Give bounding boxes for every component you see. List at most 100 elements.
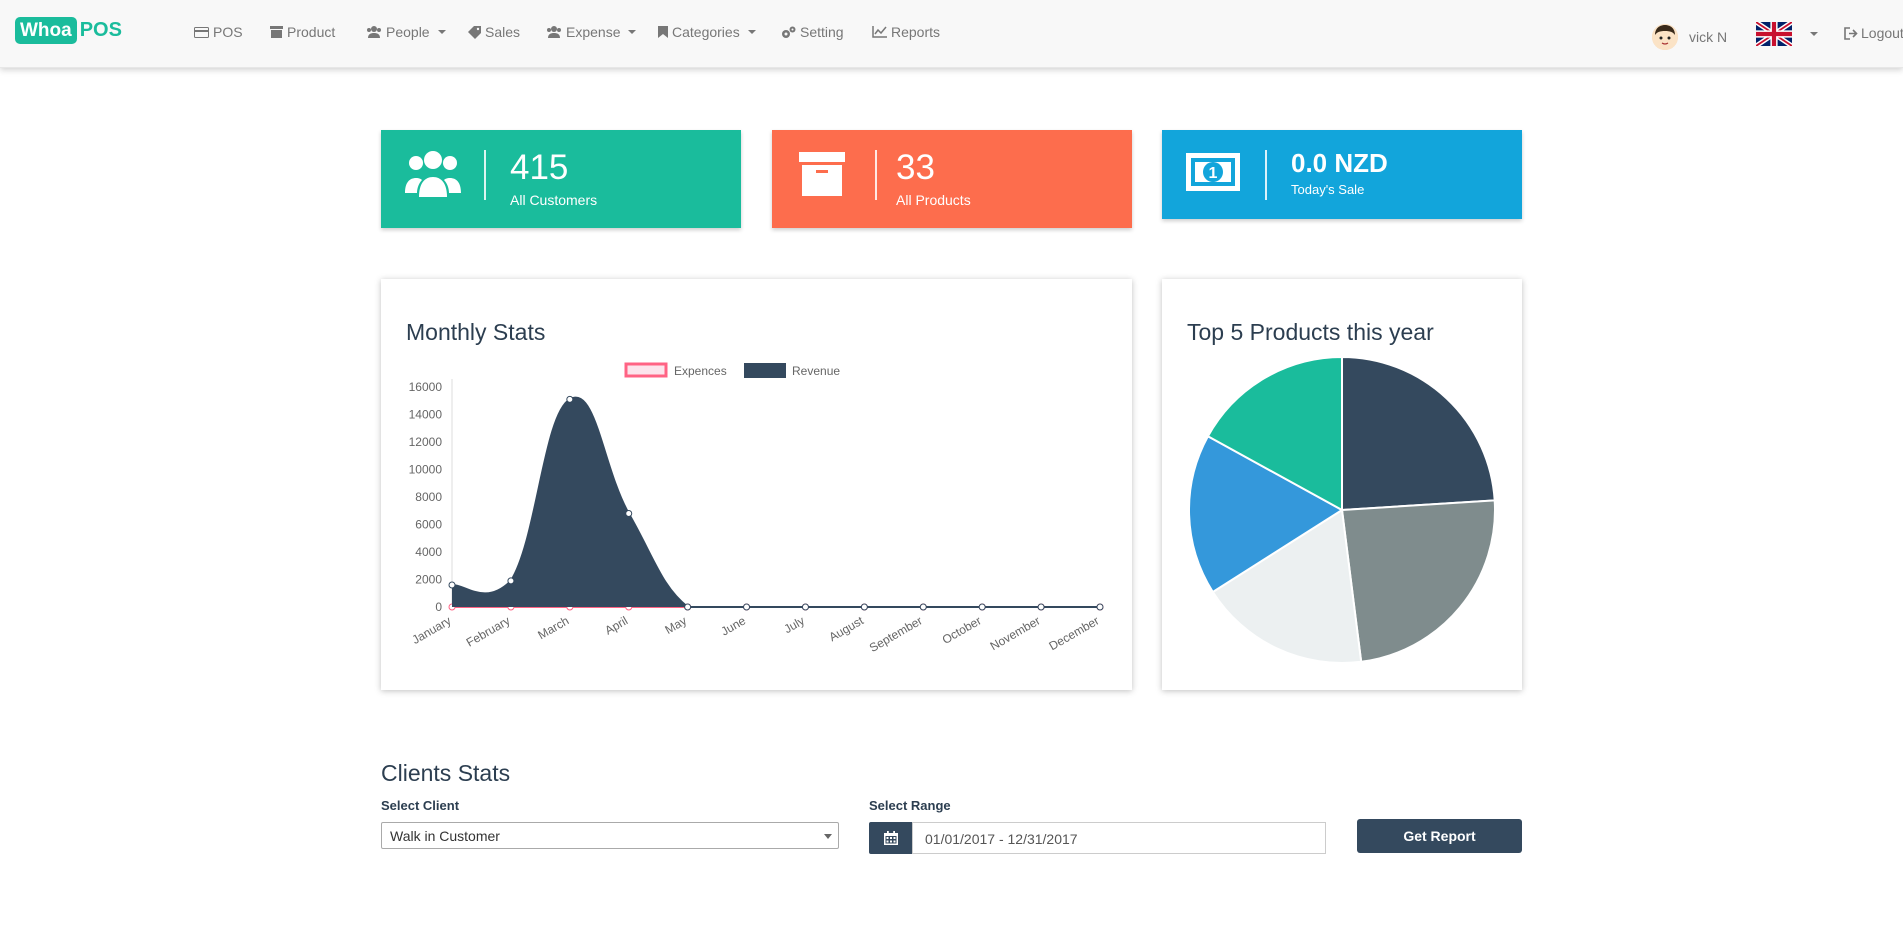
x-tick-label: February [464,613,513,649]
stat-label: All Customers [510,192,598,208]
x-tick-label: November [988,613,1043,653]
nav-reports-label: Reports [891,24,941,40]
logo-box: Whoa [15,17,77,44]
money-icon: 1 [1186,153,1240,191]
nav-setting-label: Setting [800,24,844,40]
user-name[interactable]: vick N [1689,29,1728,45]
y-tick-label: 6000 [415,518,442,532]
legend-item[interactable]: Expences [624,362,727,378]
panel-title: Monthly Stats [406,319,546,345]
stat-card-products[interactable]: 33 All Products [772,130,1132,228]
calendar-button[interactable] [869,822,912,854]
series-area [452,397,1100,607]
y-tick-label: 4000 [415,545,442,559]
nav-pos-label: POS [213,24,243,40]
date-range-input[interactable]: 01/01/2017 - 12/31/2017 [912,822,1326,854]
data-point[interactable] [860,603,868,611]
x-tick-label: January [410,613,454,646]
pie-slice[interactable] [1341,355,1496,512]
credit-card-icon [194,26,209,38]
client-select-value: Walk in Customer [390,828,500,844]
get-report-button[interactable]: Get Report [1357,819,1522,853]
stat-card-customers[interactable]: 415 All Customers [381,130,741,228]
chevron-down-icon [628,30,637,34]
nav-expense[interactable]: Expense [546,24,637,40]
stat-value: 415 [510,148,569,187]
nav-setting[interactable]: Setting [781,24,844,40]
nav-people[interactable]: People [366,24,446,40]
x-tick-label: July [781,613,806,636]
pie-slice[interactable] [1188,434,1344,594]
stat-value: 33 [896,148,935,187]
x-tick-label: June [719,613,749,638]
line-chart-icon [872,26,887,38]
data-point[interactable] [919,603,927,611]
pie-slice[interactable] [1206,355,1343,512]
monthly-stats-panel: Monthly Stats Expences Revenue 0 2000 4000 60… [381,279,1132,690]
y-tick-label: 14000 [409,408,443,422]
clients-stats-title: Clients Stats [381,760,511,786]
x-tick-label: August [827,613,867,644]
x-tick-label: March [535,613,571,642]
users-icon [405,151,461,197]
client-select[interactable]: Walk in Customer [381,822,839,849]
uk-flag-icon[interactable] [1756,22,1792,46]
nav-pos[interactable]: POS [194,24,243,40]
y-tick-label: 0 [435,600,442,614]
archive-icon [270,26,283,38]
data-point[interactable] [566,395,574,403]
data-point[interactable] [507,577,515,585]
nav-categories[interactable]: Categories [658,24,756,40]
nav-sales[interactable]: Sales [468,24,520,40]
y-tick-label: 12000 [409,435,443,449]
stat-divider [875,150,877,200]
data-point[interactable] [625,510,633,517]
nav-sales-label: Sales [485,24,521,40]
sign-out-icon [1844,26,1858,40]
monthly-stats-chart: Expences Revenue 0 2000 4000 6000 8000 10000 120… [409,362,1104,655]
top-navbar: Whoa POS POS Product People Sales Expens… [0,0,1903,68]
y-tick-label: 10000 [409,463,443,477]
legend-item[interactable]: Revenue [744,363,840,378]
chevron-down-icon [824,834,832,839]
chevron-down-icon [437,30,446,34]
stat-card-sales[interactable]: 1 0.0 NZD Today's Sale [1162,130,1522,219]
x-tick-label: December [1047,613,1102,653]
avatar[interactable] [1652,24,1678,50]
stat-label: Today's Sale [1291,182,1365,197]
data-point[interactable] [801,603,809,611]
archive-icon [799,152,845,196]
users-icon [547,26,561,38]
users-icon [367,26,381,38]
brand-logo[interactable]: Whoa POS [15,17,122,44]
stat-divider [484,150,486,200]
logo-text: POS [79,19,122,41]
bookmark-icon [658,26,668,38]
data-point[interactable] [448,581,456,589]
svg-text:1: 1 [1209,165,1218,182]
nav-product[interactable]: Product [270,24,335,40]
chevron-down-icon [747,30,756,34]
logout-link[interactable]: Logout [1844,25,1903,41]
legend-label: Expences [674,364,727,378]
data-point[interactable] [1037,603,1045,611]
calendar-icon [884,831,898,845]
cogs-icon [782,26,796,38]
data-point[interactable] [978,603,986,611]
nav-expense-label: Expense [566,24,621,40]
data-point[interactable] [684,603,692,611]
y-tick-label: 16000 [409,380,443,394]
nav-reports[interactable]: Reports [872,24,940,40]
select-range-label: Select Range [869,798,951,813]
logout-label: Logout [1861,25,1903,41]
data-point[interactable] [743,603,751,611]
nav-product-label: Product [287,24,336,40]
language-dropdown-icon[interactable] [1810,32,1818,36]
legend-label: Revenue [792,364,840,378]
x-tick-label: September [867,613,925,654]
panel-title: Top 5 Products this year [1187,319,1434,345]
nav-people-label: People [386,24,430,40]
pie-slice[interactable] [1340,499,1496,663]
pie-slice[interactable] [1211,508,1363,664]
data-point[interactable] [1096,603,1104,611]
